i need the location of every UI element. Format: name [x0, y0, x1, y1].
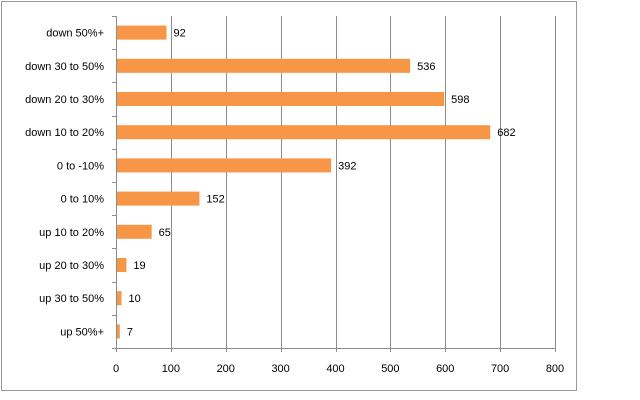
data-label-1: 536 — [417, 61, 435, 73]
bar-4 — [117, 158, 332, 173]
bar-9 — [117, 324, 120, 339]
x-tick-label-500: 500 — [381, 363, 399, 375]
x-tick-label-200: 200 — [217, 363, 235, 375]
x-tick-label-100: 100 — [162, 363, 180, 375]
category-label-3: down 10 to 20% — [25, 127, 104, 139]
bar-5 — [117, 191, 200, 206]
data-label-5: 152 — [206, 194, 224, 206]
category-label-2: down 20 to 30% — [25, 94, 104, 106]
bar-2 — [117, 92, 445, 106]
category-label-5: 0 to 10% — [61, 194, 105, 206]
x-tick-label-700: 700 — [491, 363, 509, 375]
bar-6 — [117, 224, 152, 239]
data-label-4: 392 — [338, 160, 356, 172]
data-label-6: 65 — [159, 227, 171, 239]
category-label-9: up 50%+ — [60, 326, 104, 338]
bar-8 — [117, 291, 122, 306]
bar-1 — [117, 58, 411, 73]
x-tick-label-800: 800 — [546, 363, 564, 375]
data-label-8: 10 — [128, 293, 140, 305]
x-tick-label-300: 300 — [271, 363, 289, 375]
bar-0 — [117, 25, 167, 40]
x-tick-label-600: 600 — [436, 363, 454, 375]
bar-3 — [117, 125, 491, 140]
category-label-0: down 50%+ — [46, 28, 104, 40]
x-tick-label-400: 400 — [326, 363, 344, 375]
data-label-0: 92 — [173, 28, 185, 40]
x-tick-label-0: 0 — [113, 363, 119, 375]
category-label-7: up 20 to 30% — [39, 260, 104, 272]
data-label-2: 598 — [451, 94, 469, 106]
category-label-1: down 30 to 50% — [25, 61, 104, 73]
data-label-9: 7 — [127, 326, 133, 338]
bar-7 — [117, 258, 127, 272]
data-label-7: 19 — [133, 260, 145, 272]
data-label-3: 682 — [497, 127, 515, 139]
category-label-8: up 30 to 50% — [39, 293, 104, 305]
category-label-6: up 10 to 20% — [39, 227, 104, 239]
category-label-4: 0 to -10% — [57, 160, 104, 172]
